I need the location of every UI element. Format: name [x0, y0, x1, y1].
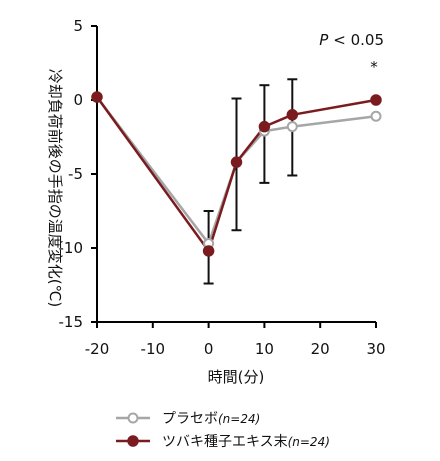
significance-asterisk: * [370, 58, 378, 76]
series-markers [91, 91, 382, 257]
y-tick-label: -10 [59, 239, 84, 257]
x-tick-label: 20 [311, 340, 330, 358]
series-lines [95, 96, 377, 253]
series-line-0 [96, 96, 377, 245]
legend-item-placebo: プラセボ(n=24) [116, 411, 260, 427]
legend-item-tsubaki: ツバキ種子エキス末(n=24) [116, 434, 330, 450]
svg-text:プラセボ(n=24): プラセボ(n=24) [162, 411, 260, 427]
legend-n-tsubaki: (n=24) [288, 435, 330, 449]
legend-marker-tsubaki [127, 435, 139, 447]
legend-marker-placebo [127, 412, 139, 424]
y-tick-label: -15 [59, 313, 84, 331]
data-point-1 [370, 94, 382, 106]
y-tick-label: 5 [73, 17, 83, 35]
data-point-1 [230, 156, 243, 168]
data-point-1 [202, 245, 215, 257]
y-axis-title: 冷却負荷前後の手指の温度変化(℃) [46, 69, 64, 308]
y-tick-label: -5 [68, 165, 83, 183]
x-tick-label: -10 [141, 340, 166, 358]
x-tick-label: 30 [366, 340, 385, 358]
data-point-0 [286, 121, 298, 133]
x-axis-title: 時間(分) [208, 368, 265, 386]
legend-label-tsubaki: ツバキ種子エキス末 [162, 434, 288, 450]
data-point-1 [258, 120, 271, 133]
legend: プラセボ(n=24) ツバキ種子エキス末(n=24) [116, 411, 330, 450]
x-tick-label: 10 [255, 340, 274, 358]
series-line-1 [95, 96, 377, 253]
x-tick-label: 0 [204, 340, 214, 358]
ticks: 5 0 -5 -10 -15-20 -10 0 10 20 30 [59, 17, 386, 358]
legend-label-placebo: プラセボ [162, 411, 218, 427]
data-point-0 [370, 110, 382, 122]
data-point-1 [91, 91, 103, 103]
svg-text:ツバキ種子エキス末(n=24): ツバキ種子エキス末(n=24) [162, 434, 330, 450]
p-value-annotation: P < 0.05 [319, 31, 384, 49]
error-bars [203, 78, 298, 285]
x-tick-label: -20 [85, 340, 110, 358]
data-point-1 [286, 109, 299, 121]
y-tick-label: 0 [73, 91, 83, 109]
legend-n-placebo: (n=24) [218, 412, 260, 426]
